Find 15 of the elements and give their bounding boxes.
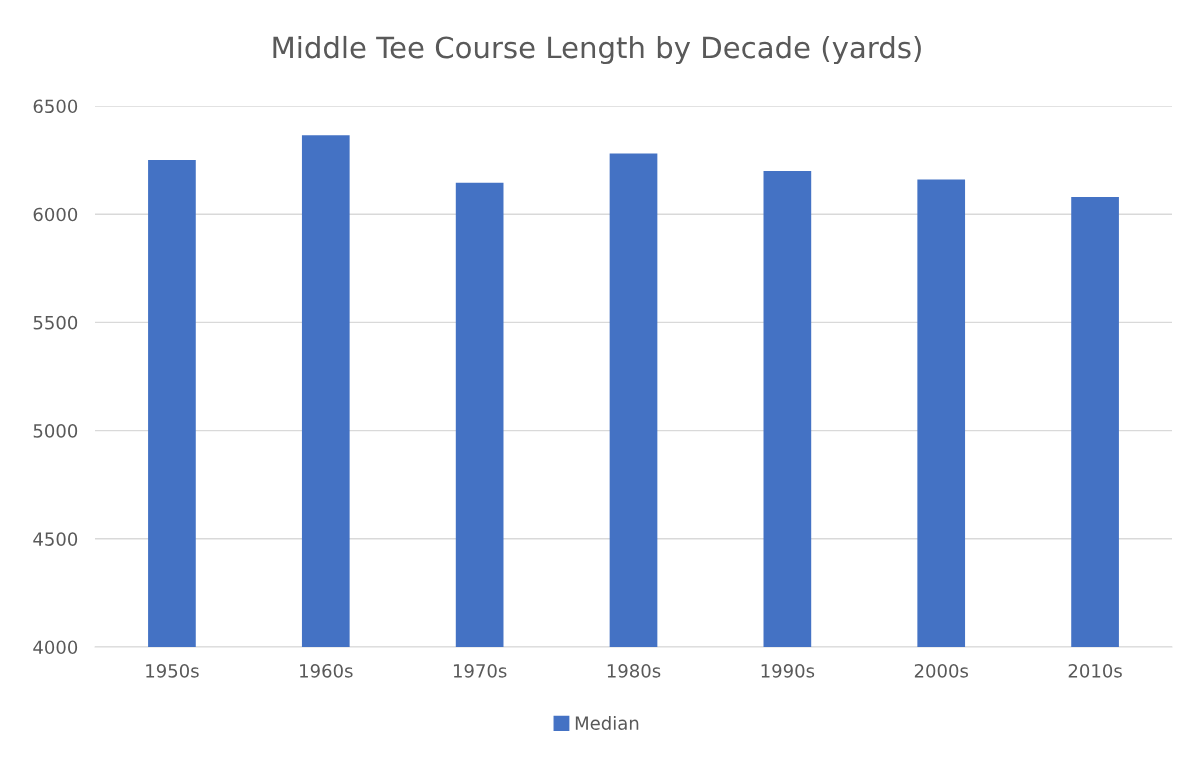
x-tick-label: 1970s [453, 663, 507, 678]
y-tick-label: 6000 [33, 207, 78, 222]
x-tick-label: 1980s [607, 663, 661, 678]
y-tick-label: 5500 [33, 315, 78, 330]
x-tick-label: 2010s [1068, 663, 1122, 678]
y-tick-label: 6500 [33, 99, 78, 114]
y-tick-label: 4500 [33, 532, 78, 546]
x-tick-label: 2000s [914, 663, 969, 678]
x-tick-label: 1990s [761, 663, 815, 678]
x-tick-label: 1950s [146, 663, 199, 678]
legend-label: Median [575, 715, 639, 730]
y-tick-label: 4000 [33, 640, 78, 655]
x-tick-label: 1960s [300, 663, 353, 678]
y-tick-label: 5000 [33, 424, 78, 438]
chart-title: Middle Tee Course Length by Decade (yards) [273, 35, 921, 65]
